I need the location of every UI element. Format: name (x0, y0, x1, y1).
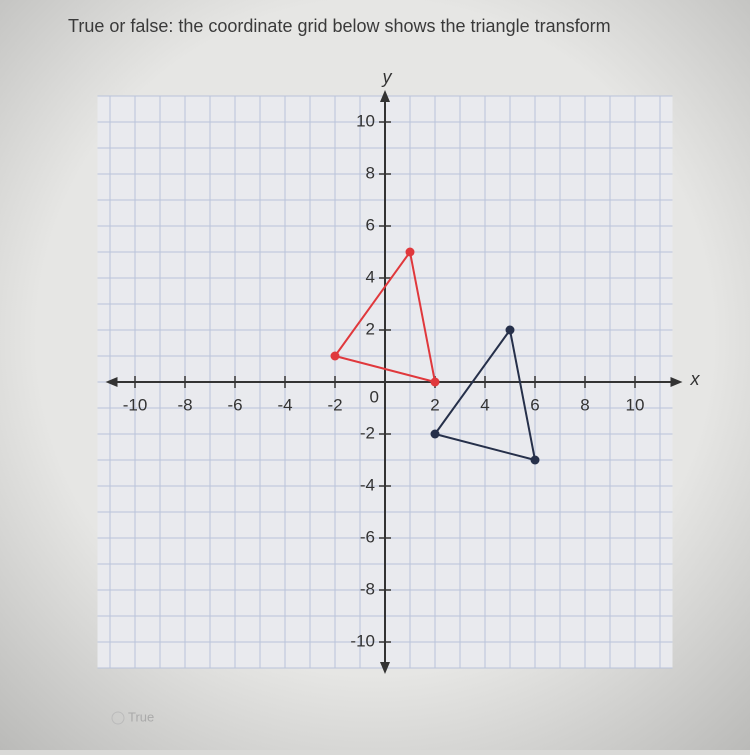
origin-label: 0 (370, 387, 379, 406)
x-tick-label: -2 (327, 395, 342, 414)
y-tick-label: -2 (360, 423, 375, 442)
vertex (330, 351, 340, 361)
axis-label: y (381, 67, 393, 87)
y-tick-label: -6 (360, 527, 375, 546)
x-tick-label: 4 (480, 395, 489, 414)
y-tick-label: -4 (360, 475, 375, 494)
option-label[interactable]: True (128, 709, 154, 724)
triangle (333, 249, 437, 384)
arrow (105, 377, 118, 387)
vertex (430, 429, 440, 439)
arrow (380, 90, 390, 102)
vertex (430, 377, 440, 387)
vertex (405, 247, 415, 257)
x-tick-label: -8 (177, 395, 192, 414)
y-tick-label: 4 (366, 267, 375, 286)
radio[interactable] (111, 711, 125, 725)
x-tick-label: 2 (430, 395, 439, 414)
y-tick-label: -8 (360, 579, 375, 598)
x-tick-label: 10 (626, 395, 645, 414)
x-tick-label: 8 (580, 395, 589, 414)
x-tick-label: -10 (123, 395, 148, 414)
y-tick-label: 10 (356, 111, 375, 130)
triangle (433, 327, 537, 462)
y-tick-label: 6 (366, 215, 375, 234)
vertex (505, 325, 515, 335)
axis-label: x (690, 369, 701, 389)
y-tick-label: 8 (366, 163, 375, 182)
arrow (380, 662, 390, 674)
question: True or false: the coordinate grid below… (68, 16, 611, 36)
coordinate-plane: x y 0 -10 -8 -6 -4 -2 2 4 6 8 10 10 8 6 4 2 -2 -4 -6 -8 -10 (97, 67, 701, 674)
vertex (530, 455, 540, 465)
x-tick-label: -6 (227, 395, 242, 414)
x-tick-label: -4 (277, 395, 292, 414)
x-tick-label: 6 (530, 395, 539, 414)
arrow (670, 377, 683, 387)
y-tick-label: -10 (350, 631, 375, 650)
y-tick-label: 2 (366, 319, 375, 338)
